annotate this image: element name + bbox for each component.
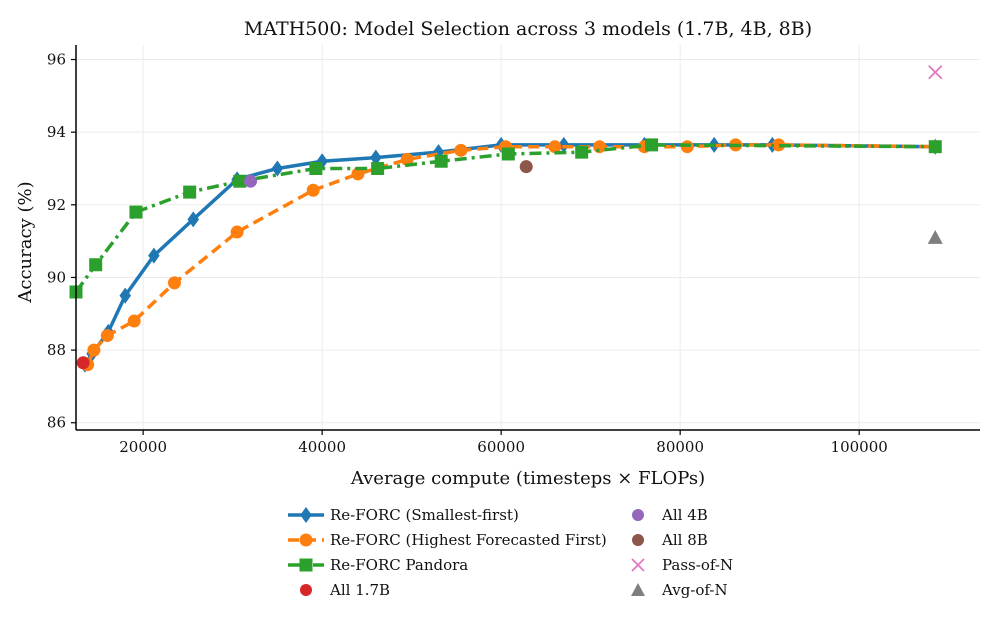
- series-0: [79, 136, 942, 373]
- data-point-2: [501, 147, 515, 161]
- series-line-2: [74, 143, 936, 294]
- series-line-1: [86, 143, 936, 366]
- data-point-1: [593, 140, 607, 154]
- legend: Re-FORC (Smallest-first) Re-FORC (Highest…: [288, 506, 733, 599]
- y-tick-label: 94: [47, 123, 66, 141]
- data-point-2: [575, 145, 589, 159]
- legend-marker-stroke: [631, 558, 645, 572]
- legend-entry: Pass-of-N: [631, 556, 733, 574]
- x-tick-label: 100000: [831, 438, 888, 456]
- legend-label: All 1.7B: [329, 581, 390, 599]
- data-point-1: [548, 140, 562, 154]
- data-point-1: [87, 343, 101, 357]
- data-point-1: [400, 152, 414, 166]
- data-point-2: [233, 174, 247, 188]
- data-point-0: [187, 211, 200, 228]
- data-point-1: [772, 138, 786, 152]
- data-point-2: [183, 185, 197, 199]
- legend-entry: Avg-of-N: [631, 581, 728, 599]
- point-avg-of-n: [927, 230, 943, 244]
- chart-title: MATH500: Model Selection across 3 models…: [244, 18, 812, 40]
- legend-label: Avg-of-N: [661, 581, 728, 599]
- data-point-1: [127, 314, 141, 328]
- axes: [75, 45, 980, 431]
- data-point-2: [928, 140, 942, 154]
- legend-marker: [300, 584, 312, 596]
- y-tick-label: 88: [47, 341, 66, 359]
- data-point-1: [100, 329, 114, 343]
- x-axis-label: Average compute (timesteps × FLOPs): [350, 468, 705, 489]
- point-pass-of-n-stroke: [928, 65, 943, 80]
- data-point-0: [370, 149, 382, 166]
- legend-entry: All 4B: [632, 506, 708, 524]
- y-tick-label: 92: [47, 196, 66, 214]
- data-point-1: [167, 276, 181, 290]
- point-all-1-7b: [76, 356, 90, 370]
- legend-label: All 8B: [661, 531, 708, 549]
- y-axis-label: Accuracy (%): [15, 181, 36, 303]
- data-point-0: [119, 287, 131, 304]
- series-2: [69, 138, 942, 299]
- legend-marker: [632, 534, 644, 546]
- data-point-0: [148, 247, 160, 264]
- data-point-2: [645, 138, 659, 152]
- tick-labels: 20000 40000 60000 80000 100000 86 88 90 92 94 96: [47, 51, 888, 456]
- x-tick-label: 20000: [119, 438, 167, 456]
- data-point-0: [271, 160, 284, 177]
- data-point-1: [306, 183, 320, 197]
- legend-label: Re-FORC (Smallest-first): [330, 506, 519, 524]
- reference-points: [76, 65, 943, 370]
- legend-entry: Re-FORC (Smallest-first): [288, 506, 519, 524]
- point-pass-of-n: [928, 65, 943, 80]
- legend-marker: [631, 558, 645, 572]
- y-tick-label: 96: [47, 51, 66, 69]
- x-tick-label: 60000: [477, 438, 525, 456]
- series-1: [81, 138, 942, 372]
- legend-marker: [631, 583, 645, 596]
- legend-marker: [299, 558, 313, 572]
- data-point-2: [309, 161, 323, 175]
- data-point-1: [230, 225, 244, 239]
- series-line-0: [83, 143, 936, 366]
- y-tick-label: 86: [47, 414, 66, 432]
- point-all-4b: [244, 174, 258, 188]
- legend-marker: [300, 507, 312, 523]
- legend-entry: All 1.7B: [300, 581, 390, 599]
- legend-marker: [299, 533, 313, 547]
- legend-marker: [632, 509, 644, 521]
- legend-label: All 4B: [661, 506, 708, 524]
- x-tick-label: 80000: [656, 438, 704, 456]
- legend-entry: Re-FORC (Highest Forecasted First): [288, 531, 607, 549]
- legend-label: Re-FORC (Highest Forecasted First): [330, 531, 607, 549]
- y-tick-label: 90: [47, 268, 66, 286]
- legend-label: Re-FORC Pandora: [330, 556, 468, 574]
- legend-entry: All 8B: [632, 531, 708, 549]
- point-all-8b: [519, 160, 533, 174]
- series-layer: [69, 136, 942, 373]
- data-point-2: [129, 205, 143, 219]
- data-point-2: [371, 161, 385, 175]
- data-point-2: [89, 258, 103, 272]
- legend-entry: Re-FORC Pandora: [288, 556, 468, 574]
- data-point-1: [351, 167, 365, 181]
- data-point-2: [434, 154, 448, 168]
- data-point-1: [454, 143, 468, 157]
- grid-lines: [76, 45, 980, 430]
- x-tick-label: 40000: [298, 438, 346, 456]
- legend-label: Pass-of-N: [662, 556, 733, 574]
